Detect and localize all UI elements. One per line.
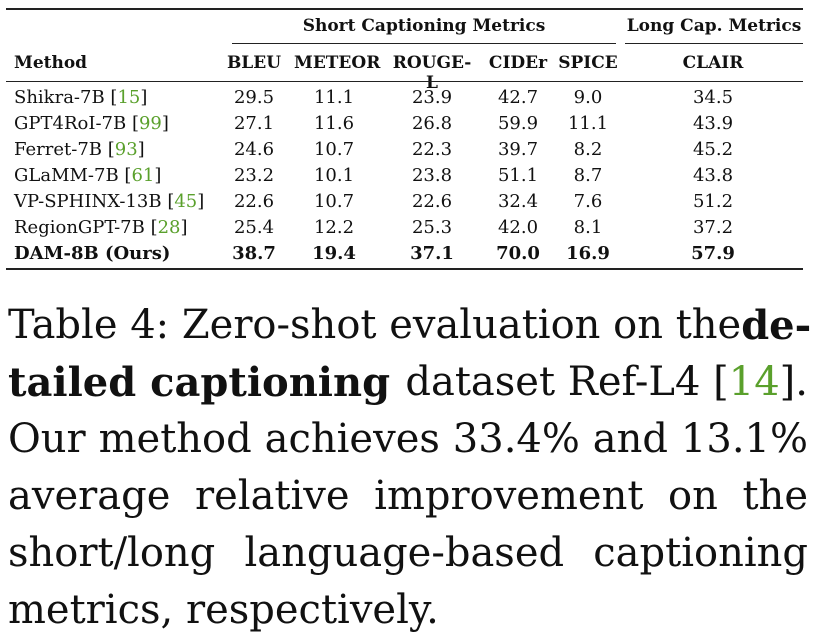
table-cell: 16.9 xyxy=(566,243,610,264)
table-cell: 37.1 xyxy=(410,243,454,264)
col-header-rouge: ROUGE-L xyxy=(392,53,472,93)
group-rule-short xyxy=(232,43,616,44)
citation-link[interactable]: 14 xyxy=(728,359,780,405)
table-row: RegionGPT-7B [28] 25.4 12.2 25.3 42.0 8.1 37.2 xyxy=(0,217,826,243)
group-rule-long xyxy=(625,43,803,44)
table-row: Ferret-7B [93] 24.6 10.7 22.3 39.7 8.2 45.2 xyxy=(0,139,826,165)
caption-bold-text: de- xyxy=(741,302,812,349)
table-cell: 8.1 xyxy=(573,217,603,238)
table-cell: 25.3 xyxy=(411,217,453,238)
table-cell: 42.0 xyxy=(497,217,539,238)
method-name: Ferret-7B [93] xyxy=(14,139,145,160)
table-cell: 43.8 xyxy=(692,165,734,186)
caption-bold-text: tailed captioning xyxy=(8,359,391,406)
table-cell: 23.9 xyxy=(411,87,453,108)
citation-link[interactable]: 28 xyxy=(157,217,181,238)
table-cell: 29.5 xyxy=(233,87,275,108)
caption-text: dataset Ref-L4 [14]. xyxy=(405,359,808,405)
table-cell: 59.9 xyxy=(497,113,539,134)
table-cell: 26.8 xyxy=(411,113,453,134)
bottom-rule xyxy=(6,268,803,270)
table-cell: 10.7 xyxy=(313,139,355,160)
table-row: GPT4RoI-7B [99] 27.1 11.6 26.8 59.9 11.1 43.9 xyxy=(0,113,826,139)
caption-line-4: average relative improvement on the xyxy=(8,473,808,519)
table-cell: 8.7 xyxy=(573,165,603,186)
table-cell: 23.2 xyxy=(233,165,275,186)
col-header-spice: SPICE xyxy=(558,53,618,73)
table-cell: 19.4 xyxy=(312,243,356,264)
table-row: DAM-8B (Ours) 38.7 19.4 37.1 70.0 16.9 57.9 xyxy=(0,243,826,269)
col-header-bleu: BLEU xyxy=(226,53,282,73)
citation-link[interactable]: 61 xyxy=(131,165,155,186)
caption-line-5: short/long language-based captioning xyxy=(8,530,808,576)
caption-line-1: Table 4: Zero-shot evaluation on the de- xyxy=(8,297,812,354)
method-name: RegionGPT-7B [28] xyxy=(14,217,188,238)
table-cell: 22.6 xyxy=(411,191,453,212)
table-cell: 70.0 xyxy=(496,243,540,264)
table-caption: Table 4: Zero-shot evaluation on the de-… xyxy=(8,297,812,639)
method-name: GPT4RoI-7B [99] xyxy=(14,113,169,134)
table-cell: 42.7 xyxy=(497,87,539,108)
table-cell: 32.4 xyxy=(497,191,539,212)
citation-link[interactable]: 45 xyxy=(174,191,198,212)
mid-rule xyxy=(6,81,803,82)
table-cell: 22.3 xyxy=(411,139,453,160)
table-cell: 8.2 xyxy=(573,139,603,160)
table-row: VP-SPHINX-13B [45] 22.6 10.7 22.6 32.4 7.6 51.… xyxy=(0,191,826,217)
method-name: DAM-8B (Ours) xyxy=(14,243,171,264)
method-name: Shikra-7B [15] xyxy=(14,87,148,108)
col-header-cider: CIDEr xyxy=(488,53,548,73)
table-cell: 25.4 xyxy=(233,217,275,238)
table-cell: 43.9 xyxy=(692,113,734,134)
table-cell: 51.1 xyxy=(497,165,539,186)
table-cell: 11.1 xyxy=(313,87,355,108)
citation-link[interactable]: 93 xyxy=(114,139,138,160)
table-cell: 7.6 xyxy=(573,191,603,212)
table-cell: 9.0 xyxy=(573,87,603,108)
caption-text: Table 4: Zero-shot evaluation on the xyxy=(8,302,742,348)
table-cell: 38.7 xyxy=(232,243,276,264)
table-cell: 45.2 xyxy=(692,139,734,160)
col-header-meteor: METEOR xyxy=(294,53,381,73)
table-cell: 10.1 xyxy=(313,165,355,186)
citation-link[interactable]: 15 xyxy=(117,87,141,108)
table-cell: 24.6 xyxy=(233,139,275,160)
caption-line-6: metrics, respectively. xyxy=(8,587,439,633)
table-cell: 39.7 xyxy=(497,139,539,160)
table-cell: 22.6 xyxy=(233,191,275,212)
table-row: GLaMM-7B [61] 23.2 10.1 23.8 51.1 8.7 43.8 xyxy=(0,165,826,191)
method-name: GLaMM-7B [61] xyxy=(14,165,162,186)
citation-link[interactable]: 99 xyxy=(138,113,162,134)
table-cell: 23.8 xyxy=(411,165,453,186)
results-table: Short Captioning Metrics Long Cap. Metri… xyxy=(0,0,826,290)
table-cell: 10.7 xyxy=(313,191,355,212)
caption-line-3: Our method achieves 33.4% and 13.1% xyxy=(8,416,808,462)
table-cell: 11.1 xyxy=(567,113,609,134)
caption-line-2: tailed captioning dataset Ref-L4 [14]. xyxy=(8,354,808,411)
table-cell: 34.5 xyxy=(692,87,734,108)
col-header-clair: CLAIR xyxy=(682,53,744,73)
group-header-long: Long Cap. Metrics xyxy=(626,16,802,36)
col-header-method: Method xyxy=(14,53,88,73)
group-header-short: Short Captioning Metrics xyxy=(302,16,546,36)
table-cell: 27.1 xyxy=(233,113,275,134)
top-rule xyxy=(6,8,803,10)
table-row: Shikra-7B [15] 29.5 11.1 23.9 42.7 9.0 34.5 xyxy=(0,87,826,113)
table-cell: 12.2 xyxy=(313,217,355,238)
table-cell: 11.6 xyxy=(313,113,355,134)
method-name: VP-SPHINX-13B [45] xyxy=(14,191,205,212)
table-cell: 51.2 xyxy=(692,191,734,212)
table-cell: 57.9 xyxy=(691,243,735,264)
table-cell: 37.2 xyxy=(692,217,734,238)
